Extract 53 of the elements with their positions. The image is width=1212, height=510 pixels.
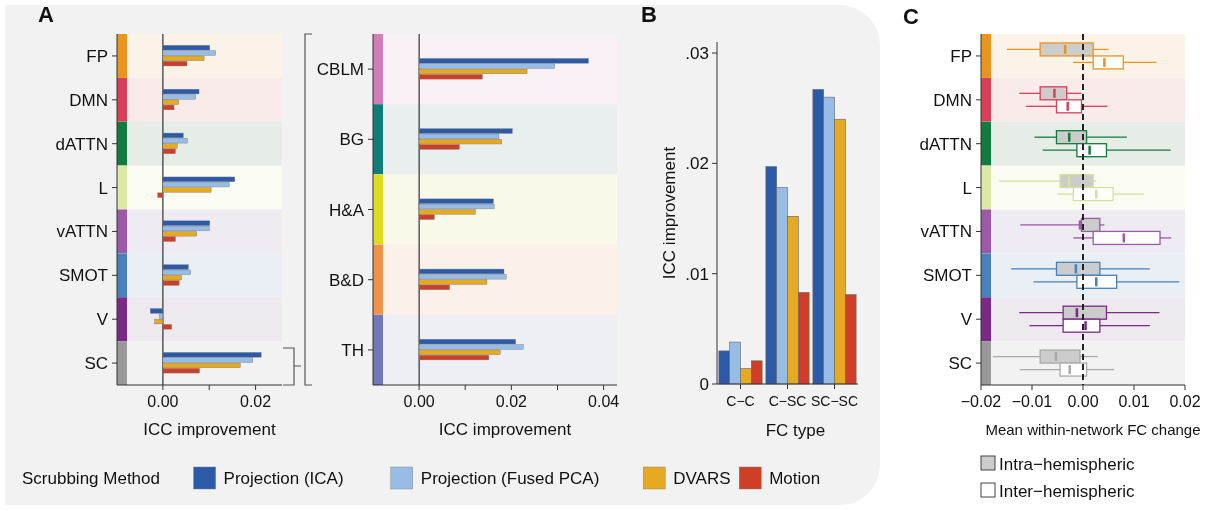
legend-title: Scrubbing Method [22, 469, 160, 488]
x-tick-label: 0.02 [240, 393, 272, 410]
x-axis-title: Mean within-network FC change [985, 421, 1201, 438]
y-tick-label: BG [339, 130, 364, 150]
y-tick-label: L [962, 178, 972, 198]
y-tick-label: V [96, 310, 109, 330]
y-tick-label: L [98, 178, 108, 198]
chart-title: B [641, 2, 657, 27]
x-tick-label: SC−SC [810, 393, 859, 409]
y-tick-label: vATTN [56, 222, 108, 242]
y-axis-title: ICC improvement [660, 146, 679, 280]
x-axis-title: FC type [765, 421, 826, 440]
y-tick-label: SMOT [58, 266, 108, 286]
x-axis-title: ICC improvement [143, 420, 276, 439]
x-tick-label: 0.00 [1067, 393, 1099, 410]
x-tick-label: 0.04 [588, 393, 620, 410]
y-tick-label: SC [84, 354, 108, 374]
chart-title: A [38, 2, 54, 27]
legend-label: DVARS [673, 469, 731, 488]
legend-label: Projection (Fused PCA) [420, 469, 600, 488]
x-tick-label: 0.02 [1169, 393, 1201, 410]
y-tick-label: FP [950, 46, 972, 66]
legend-label: Intra−hemispheric [999, 455, 1136, 474]
y-tick-label: DMN [933, 90, 972, 110]
y-tick-label: DMN [69, 90, 108, 110]
x-tick-label: 0.00 [147, 393, 179, 410]
x-tick-label: 0.02 [495, 393, 528, 410]
x-tick-label: C−C [726, 393, 755, 409]
legend-label: Motion [769, 469, 821, 488]
y-tick-label: SC [948, 354, 972, 374]
y-tick-label: .02 [685, 154, 709, 174]
y-tick-label: .01 [685, 264, 709, 284]
y-tick-label: TH [341, 340, 364, 360]
y-tick-label: H&A [329, 200, 365, 220]
y-tick-label: B&D [329, 270, 364, 290]
y-tick-label: CBLM [316, 60, 364, 80]
x-tick-label: 0.00 [403, 393, 435, 410]
x-axis-title: ICC improvement [438, 420, 572, 439]
y-tick-label: vATTN [920, 222, 972, 242]
y-tick-label: .03 [685, 44, 709, 64]
x-tick-label: 0.01 [1118, 393, 1150, 410]
y-tick-label: dATTN [919, 134, 972, 154]
y-tick-label: SMOT [922, 266, 972, 286]
legend-label: Projection (ICA) [223, 469, 344, 488]
x-tick-label: C−SC [768, 393, 807, 409]
x-tick-label: −0.01 [1011, 393, 1053, 410]
y-tick-label: dATTN [55, 134, 108, 154]
legend-label: Inter−hemispheric [999, 482, 1136, 501]
y-tick-label: FP [86, 46, 108, 66]
x-tick-label: −0.02 [960, 393, 1002, 410]
chart-title: C [903, 4, 919, 29]
y-tick-label: 0 [699, 375, 709, 394]
y-tick-label: V [960, 310, 973, 330]
